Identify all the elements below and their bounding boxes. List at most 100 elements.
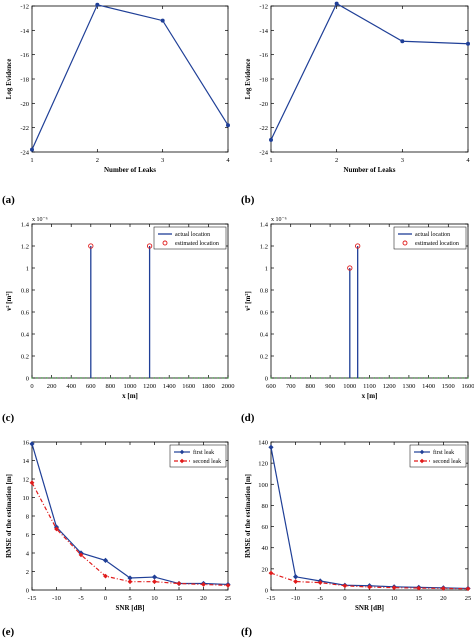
chart-4-baseline-mark [422, 377, 425, 379]
chart-5-y-tick-label: 8 [26, 514, 29, 521]
chart-3-x-tick-label: 1800 [202, 383, 215, 390]
chart-4-baseline-mark [403, 377, 405, 379]
chart-4-y-tick-label: 1 [265, 266, 268, 273]
chart-6-group: -15 -10 -5 0 5 10 15 20 25 0 20 40 60 80 100 120 140 SNR … [244, 440, 471, 613]
chart-4-legend-label: estimated location [415, 241, 459, 247]
chart-6-legend-marker-2 [419, 458, 425, 464]
chart-3-estimate-marker [88, 243, 94, 249]
chart-5-point-second [103, 573, 108, 579]
chart-4-baseline-mark [437, 377, 440, 379]
chart-4-baseline-mark [388, 377, 390, 379]
chart-6-y-tick-label: 0 [265, 588, 268, 595]
chart-1-y-tick-label: -24 [20, 150, 29, 157]
chart-4-legend-swatch-marker [402, 240, 408, 246]
chart-5-point-second [152, 579, 157, 585]
chart-3-y-tick-label: 0.4 [21, 332, 30, 339]
chart-4-x-tick-label: 600 [266, 383, 276, 390]
chart-4-baseline-mark [457, 377, 459, 379]
chart-4-baseline-mark [334, 377, 336, 379]
chart-3-y-tick-label: 1.4 [21, 222, 30, 229]
chart-4-y-tick-label: 0.2 [260, 354, 268, 361]
chart-3-baseline-mark [104, 377, 107, 379]
chart-6-point-second [342, 583, 348, 589]
chart-6-legend-label: second leak [433, 459, 461, 465]
chart-4-baseline-mark [270, 377, 272, 379]
chart-3-estimate-marker [146, 243, 153, 249]
chart-6-y-axis-label: RMSE of the estimation [m] [244, 474, 252, 558]
chart-4-y-axis-label: ν² [m²] [244, 291, 252, 312]
chart-4-baseline-mark [354, 377, 356, 379]
chart-4-y-tick-label: 0.6 [260, 310, 269, 317]
chart-4-baseline-mark [383, 377, 385, 379]
chart-1-x-tick-label: 1 [30, 157, 33, 164]
chart-6-y-tick-label: 120 [258, 461, 268, 468]
chart-1-series-line-1 [31, 4, 229, 150]
chart-6-point-second [391, 585, 397, 591]
chart-1-group: 1 2 3 4 -24 -22 -20 -18 -16 -14 -12 Number of Leaks… [5, 2, 230, 174]
chart-1-y-tick-label: -12 [20, 4, 29, 11]
chart-4-x-tick-label: 1400 [422, 383, 435, 390]
panel-label-e: (e) [2, 626, 15, 638]
chart-6-point-second [317, 580, 323, 585]
chart-3-x-tick-label: 1200 [143, 383, 156, 390]
chart-6-x-tick-label: 0 [343, 595, 346, 602]
panel-label-a: (a) [2, 194, 15, 206]
chart-2-group: 1 2 3 4 -24 -22 -20 -18 -16 -14 -12 Number of Leaks… [244, 1, 470, 174]
chart-3-baseline-mark [109, 377, 112, 379]
chart-4-baseline-mark [393, 377, 395, 379]
chart-5-point-second [54, 526, 59, 532]
chart-3-baseline-mark [173, 377, 175, 379]
chart-4-x-tick-label: 900 [325, 383, 335, 390]
chart-4-baseline-mark [314, 377, 317, 379]
chart-2-y-tick-label: -22 [259, 125, 268, 132]
chart-5-legend-label: second leak [193, 459, 221, 465]
chart-4-y-tick-label: 0.8 [260, 288, 268, 295]
chart-6-point-second [293, 579, 299, 584]
chart-6-legend-marker-1 [419, 449, 425, 455]
chart-5-legend-marker-1 [179, 449, 185, 455]
chart-1-y-tick-label: -16 [20, 52, 29, 59]
chart-3-baseline-mark [46, 377, 48, 379]
chart-1-point [30, 147, 34, 152]
chart-4-baseline-mark [368, 377, 371, 379]
chart-5-point-first [102, 557, 109, 563]
chart-5-y-tick-label: 0 [26, 588, 29, 595]
chart-5-y-tick-label: 12 [23, 477, 30, 484]
chart-2-y-tick-label: -20 [259, 101, 268, 108]
chart-3-baseline-mark [139, 377, 141, 379]
chart-3-y-tick-label: 1 [26, 266, 29, 273]
chart-1-point [160, 18, 165, 23]
chart-3-baseline-mark [65, 377, 68, 379]
chart-4-baseline-mark [329, 377, 331, 379]
chart-3-baseline-mark [134, 377, 136, 379]
chart-6-y-tick-label: 20 [262, 566, 269, 573]
chart-5-y-tick-label: 4 [26, 551, 30, 558]
chart-4-legend-box [393, 226, 467, 250]
chart-5-point-first [127, 575, 133, 581]
chart-3-baseline-mark [193, 377, 195, 379]
chart-5-x-tick-label: 5 [128, 595, 131, 602]
chart-5-x-tick-label: 0 [104, 595, 107, 602]
chart-4-baseline-mark [408, 377, 410, 379]
chart-3-baseline-mark [129, 377, 131, 379]
chart-4-x-tick-label: 1000 [343, 383, 356, 390]
chart-5-x-tick-label: 10 [151, 595, 158, 602]
chart-3-baseline-mark [41, 377, 43, 379]
chart-5-point-first [29, 441, 35, 447]
chart-3-legend-swatch-marker [162, 240, 168, 246]
chart-3-baseline-mark [31, 377, 33, 379]
chart-4-x-tick-label: 1200 [383, 383, 396, 390]
chart-5-x-axis-label: SNR [dB] [116, 604, 145, 612]
chart-4-baseline-mark [294, 377, 297, 379]
chart-3-y-axis-label: ν² [m²] [5, 291, 13, 312]
chart-6-point-second [440, 586, 446, 591]
chart-4-baseline-mark [285, 377, 287, 379]
chart-6-legend-label: first leak [433, 449, 454, 456]
chart-5-group: -15 -10 -5 0 5 10 15 20 25 0 2 4 6 8 10 12 14 16 SNR [dB] R… [5, 440, 231, 613]
chart-3-x-tick-label: 1000 [124, 383, 137, 390]
chart-4-x-tick-label: 700 [286, 383, 296, 390]
chart-1-y-tick-label: -22 [20, 125, 29, 132]
chart-5-point-second [176, 581, 182, 586]
chart-6-series-line-1 [270, 447, 469, 590]
panel-label-d: (d) [241, 412, 255, 424]
